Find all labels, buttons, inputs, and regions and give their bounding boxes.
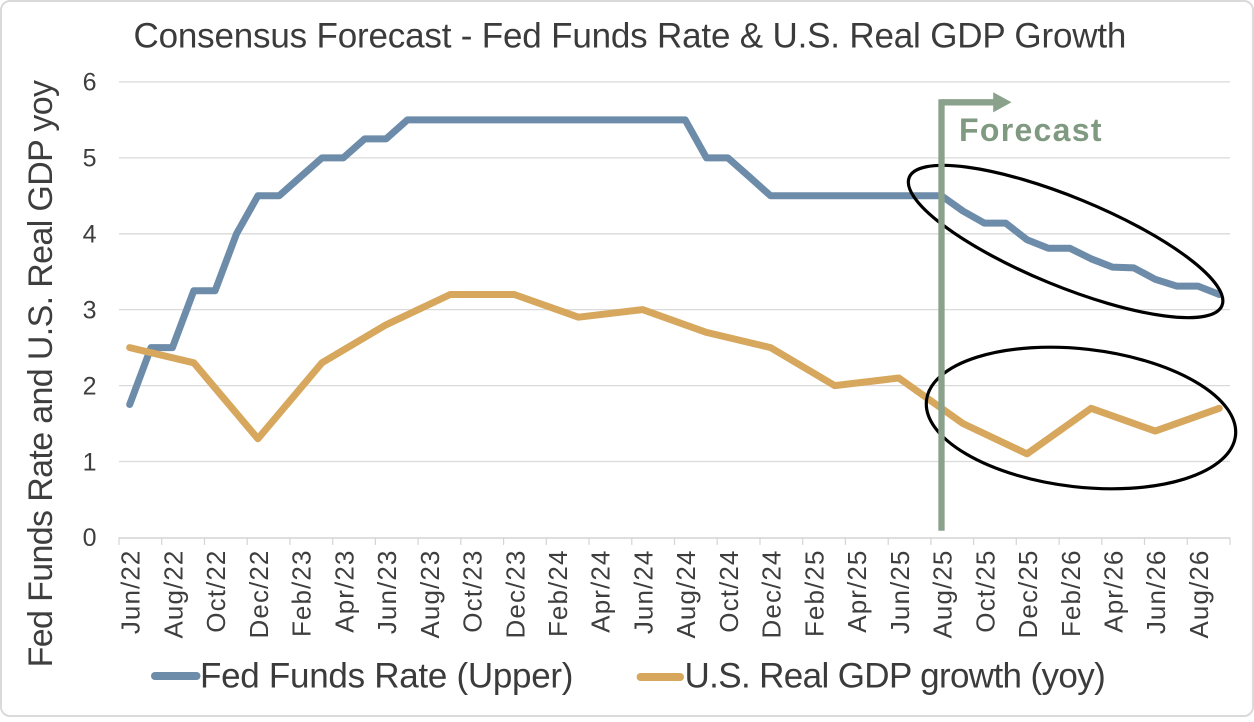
svg-text:6: 6	[83, 69, 97, 97]
svg-text:Aug/25: Aug/25	[928, 550, 958, 639]
svg-text:Aug/22: Aug/22	[158, 550, 188, 639]
svg-text:Jun/22: Jun/22	[116, 550, 146, 635]
svg-text:Apr/26: Apr/26	[1099, 550, 1129, 633]
svg-text:Jun/25: Jun/25	[885, 550, 915, 635]
svg-text:Dec/23: Dec/23	[500, 550, 530, 639]
svg-text:Aug/26: Aug/26	[1184, 550, 1214, 639]
svg-text:Oct/23: Oct/23	[458, 550, 488, 633]
svg-text:2: 2	[83, 372, 97, 400]
svg-text:Dec/22: Dec/22	[244, 550, 274, 639]
svg-text:Forecast: Forecast	[959, 112, 1103, 148]
svg-text:0: 0	[83, 524, 97, 552]
svg-text:Dec/24: Dec/24	[757, 550, 787, 639]
svg-text:3: 3	[83, 296, 97, 324]
svg-text:Jun/24: Jun/24	[629, 550, 659, 635]
svg-text:U.S. Real GDP growth (yoy): U.S. Real GDP growth (yoy)	[685, 657, 1106, 696]
svg-text:Oct/24: Oct/24	[714, 550, 744, 633]
svg-text:Aug/23: Aug/23	[415, 550, 445, 639]
svg-text:Dec/25: Dec/25	[1013, 550, 1043, 639]
svg-text:Jun/23: Jun/23	[372, 550, 402, 635]
svg-text:Apr/24: Apr/24	[586, 550, 616, 633]
svg-text:Feb/24: Feb/24	[543, 550, 573, 638]
svg-text:5: 5	[83, 145, 97, 173]
svg-text:Consensus Forecast - Fed Funds: Consensus Forecast - Fed Funds Rate & U.…	[134, 17, 1127, 56]
svg-text:Feb/25: Feb/25	[799, 550, 829, 638]
svg-text:Aug/24: Aug/24	[671, 550, 701, 639]
svg-text:Oct/25: Oct/25	[970, 550, 1000, 633]
svg-text:Fed Funds Rate and U.S. Real G: Fed Funds Rate and U.S. Real GDP yoy	[22, 80, 60, 667]
svg-text:Apr/23: Apr/23	[329, 550, 359, 633]
svg-text:Feb/26: Feb/26	[1056, 550, 1086, 638]
svg-text:Jun/26: Jun/26	[1141, 550, 1171, 635]
svg-text:4: 4	[83, 221, 97, 249]
svg-text:1: 1	[83, 448, 97, 476]
svg-text:Oct/22: Oct/22	[201, 550, 231, 633]
svg-text:Feb/23: Feb/23	[287, 550, 317, 638]
svg-text:Apr/25: Apr/25	[842, 550, 872, 633]
svg-text:Fed Funds Rate (Upper): Fed Funds Rate (Upper)	[200, 657, 573, 696]
